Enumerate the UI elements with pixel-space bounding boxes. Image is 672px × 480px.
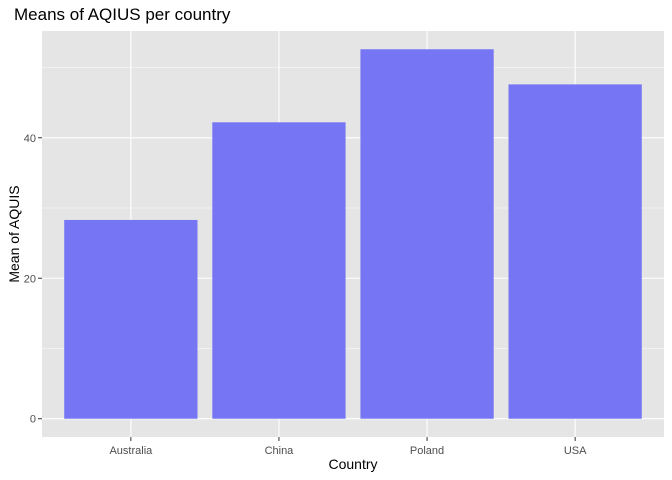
bar-australia <box>64 219 198 419</box>
y-axis-ticks: 0 20 40 <box>24 133 42 426</box>
bar-china <box>212 122 346 419</box>
x-axis-ticks: Australia China Poland USA <box>109 437 587 457</box>
bar-poland <box>360 49 494 419</box>
bars <box>64 49 642 419</box>
y-axis-title: Mean of AQUIS <box>6 185 22 282</box>
x-tick-label: Poland <box>410 445 444 457</box>
x-axis-title: Country <box>328 456 377 472</box>
x-tick-label: USA <box>564 445 587 457</box>
x-tick-label: China <box>265 445 295 457</box>
x-tick-label: Australia <box>109 445 153 457</box>
bar-usa <box>508 84 642 419</box>
y-tick-label: 0 <box>30 414 36 426</box>
y-tick-label: 40 <box>24 133 36 145</box>
y-tick-label: 20 <box>24 273 36 285</box>
chart-title: Means of AQIUS per country <box>14 5 231 24</box>
